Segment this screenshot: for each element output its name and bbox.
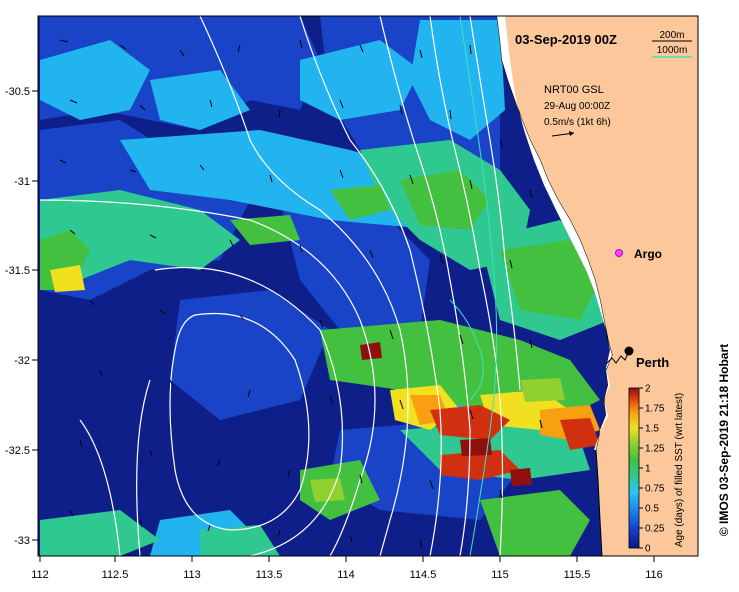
x-axis: 112 112.5 113 113.5 114 114.5 115 115.5 116 — [31, 556, 663, 581]
x-tick-label: 116 — [645, 569, 663, 581]
contour-legend-1000m: 1000m — [657, 45, 688, 56]
colorbar-swatch — [628, 387, 640, 549]
colorbar-tick-label: 0.75 — [645, 484, 665, 495]
colorbar-tick-label: 0.25 — [645, 524, 665, 535]
argo-marker-icon — [615, 249, 623, 257]
place-perth[interactable]: Perth — [605, 346, 669, 371]
colorbar-label: Age (days) of filled SST (wrt latest) — [674, 393, 685, 547]
colorbar-tick-label: 0.5 — [645, 504, 659, 515]
colorbar-tick-label: 1 — [645, 464, 651, 475]
bathymetry-contours — [39, 16, 521, 556]
y-tick-label: -33 — [14, 535, 30, 547]
contour-legend: 200m 1000m — [652, 30, 692, 58]
current-source: NRT00 GSL — [544, 84, 604, 96]
colorbar-tick-label: 0 — [645, 544, 651, 555]
x-tick-label: 113 — [183, 569, 201, 581]
place-argo[interactable]: Argo — [615, 247, 663, 261]
current-scale: 0.5m/s (1kt 6h) — [544, 117, 611, 128]
x-tick-label: 114 — [337, 569, 355, 581]
current-legend: NRT00 GSL 29-Aug 00:00Z 0.5m/s (1kt 6h) — [544, 84, 611, 137]
coastal-fringe — [497, 16, 612, 450]
contour-legend-200m: 200m — [659, 30, 684, 41]
y-tick-label: -31 — [14, 176, 30, 188]
x-tick-label: 115 — [491, 569, 509, 581]
colorbar-tick-label: 1.75 — [645, 404, 665, 415]
map-title: 03-Sep-2019 00Z — [515, 32, 617, 47]
y-tick-label: -31.5 — [5, 265, 30, 277]
current-date: 29-Aug 00:00Z — [544, 101, 610, 112]
colorbar-tick-label: 2 — [645, 384, 651, 395]
argo-label: Argo — [634, 247, 662, 261]
map-plot-area — [38, 16, 698, 556]
y-tick-label: -32.5 — [5, 445, 30, 457]
y-tick-label: -32 — [14, 355, 30, 367]
plot-frame — [37, 15, 699, 557]
y-axis: -30.5 -31 -31.5 -32 -32.5 -33 — [5, 86, 38, 547]
credit-text: © IMOS 03-Sep-2019 21:18 Hobart — [717, 344, 731, 536]
x-tick-label: 115.5 — [564, 569, 591, 581]
x-tick-label: 112 — [31, 569, 49, 581]
colorbar: 2 1.75 1.5 1.25 1 0.75 0.5 0.25 0 Age (days) of … — [628, 384, 685, 555]
perth-label: Perth — [636, 355, 669, 370]
x-tick-label: 114.5 — [410, 569, 437, 581]
colorbar-tick-label: 1.25 — [645, 444, 665, 455]
current-vectors — [59, 39, 543, 549]
y-tick-label: -30.5 — [5, 86, 30, 98]
colorbar-tick-label: 1.5 — [645, 424, 659, 435]
x-tick-label: 113.5 — [256, 569, 283, 581]
current-scale-arrow-icon — [569, 131, 574, 136]
contour-1000m — [449, 16, 498, 556]
x-tick-label: 112.5 — [102, 569, 129, 581]
